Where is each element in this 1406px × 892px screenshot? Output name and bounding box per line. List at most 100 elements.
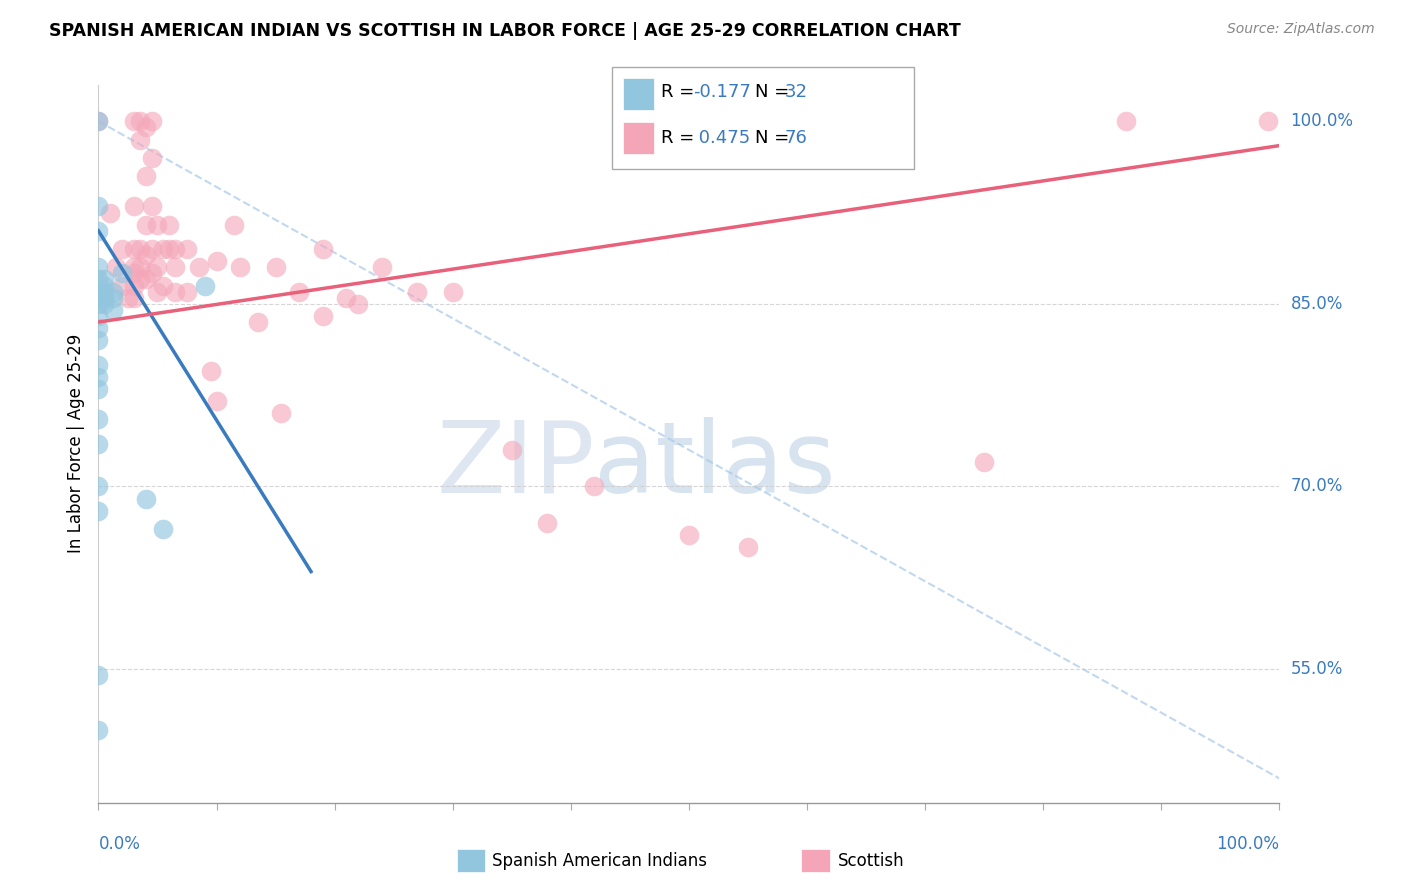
Point <box>101 302 124 317</box>
Point <box>122 278 145 293</box>
Point <box>111 278 134 293</box>
Point <box>583 479 606 493</box>
Point <box>288 285 311 299</box>
Point <box>973 455 995 469</box>
Point <box>135 248 157 262</box>
Point <box>205 254 228 268</box>
Point <box>87 437 110 451</box>
Point <box>312 242 335 256</box>
Point <box>536 516 558 530</box>
Point <box>141 114 163 128</box>
Point <box>122 242 145 256</box>
Point <box>87 369 110 384</box>
Text: Source: ZipAtlas.com: Source: ZipAtlas.com <box>1227 22 1375 37</box>
Point <box>128 132 150 146</box>
Point <box>98 205 121 219</box>
Y-axis label: In Labor Force | Age 25-29: In Labor Force | Age 25-29 <box>66 334 84 553</box>
Point <box>347 297 370 311</box>
Point <box>87 412 110 426</box>
Point <box>141 242 163 256</box>
Point <box>229 260 252 275</box>
Text: N =: N = <box>755 129 794 147</box>
Point <box>93 272 115 286</box>
Text: 32: 32 <box>785 83 807 101</box>
Point <box>87 723 110 737</box>
Text: 76: 76 <box>785 129 807 147</box>
Text: 100.0%: 100.0% <box>1216 835 1279 853</box>
Point <box>135 218 157 232</box>
Point <box>194 278 217 293</box>
Point <box>101 285 124 299</box>
Point <box>87 260 110 275</box>
Text: Scottish: Scottish <box>838 852 904 870</box>
Text: SPANISH AMERICAN INDIAN VS SCOTTISH IN LABOR FORCE | AGE 25-29 CORRELATION CHART: SPANISH AMERICAN INDIAN VS SCOTTISH IN L… <box>49 22 960 40</box>
Point <box>205 394 228 409</box>
Point <box>87 309 110 323</box>
Point <box>87 321 110 335</box>
Point <box>87 504 110 518</box>
Point <box>87 358 110 372</box>
Text: R =: R = <box>661 83 700 101</box>
Point <box>87 479 110 493</box>
Point <box>87 297 110 311</box>
Point <box>93 285 115 299</box>
Text: ZIP: ZIP <box>436 417 595 514</box>
Point <box>165 242 187 256</box>
Text: 0.0%: 0.0% <box>98 835 141 853</box>
Point <box>122 114 145 128</box>
Point <box>87 114 110 128</box>
Point <box>128 272 150 286</box>
Text: 100.0%: 100.0% <box>1291 112 1354 130</box>
Point <box>157 218 180 232</box>
Point <box>122 291 145 305</box>
Point <box>93 291 115 305</box>
Point <box>200 364 222 378</box>
Point <box>146 260 169 275</box>
Point <box>128 114 150 128</box>
Point <box>117 291 139 305</box>
Point <box>441 285 464 299</box>
Point <box>93 278 115 293</box>
Point <box>176 285 198 299</box>
Text: atlas: atlas <box>595 417 837 514</box>
Point <box>152 522 174 536</box>
Point <box>87 285 110 299</box>
Point <box>87 224 110 238</box>
Point <box>87 285 110 299</box>
Point <box>141 151 163 165</box>
Point <box>270 406 292 420</box>
Point <box>87 291 110 305</box>
Point <box>141 266 163 280</box>
Point <box>335 291 357 305</box>
Point <box>152 278 174 293</box>
Point <box>111 266 134 280</box>
Text: R =: R = <box>661 129 700 147</box>
Point <box>678 528 700 542</box>
Text: 85.0%: 85.0% <box>1291 295 1343 313</box>
Point <box>264 260 287 275</box>
Point <box>165 285 187 299</box>
Point <box>141 199 163 213</box>
Point <box>135 491 157 506</box>
Text: 70.0%: 70.0% <box>1291 477 1343 495</box>
Point <box>87 199 110 213</box>
Point <box>187 260 209 275</box>
Point <box>135 120 157 135</box>
Point <box>157 242 180 256</box>
Point <box>87 291 110 305</box>
Point <box>371 260 394 275</box>
Point <box>246 315 269 329</box>
Point <box>152 242 174 256</box>
Text: N =: N = <box>755 83 794 101</box>
Point <box>135 169 157 183</box>
Point <box>87 334 110 348</box>
Point <box>87 114 110 128</box>
Point <box>224 218 246 232</box>
Text: -0.177: -0.177 <box>693 83 751 101</box>
Point <box>93 297 115 311</box>
Point <box>122 199 145 213</box>
Point <box>122 260 145 275</box>
Point <box>128 260 150 275</box>
Point <box>737 540 759 554</box>
Point <box>1115 114 1137 128</box>
